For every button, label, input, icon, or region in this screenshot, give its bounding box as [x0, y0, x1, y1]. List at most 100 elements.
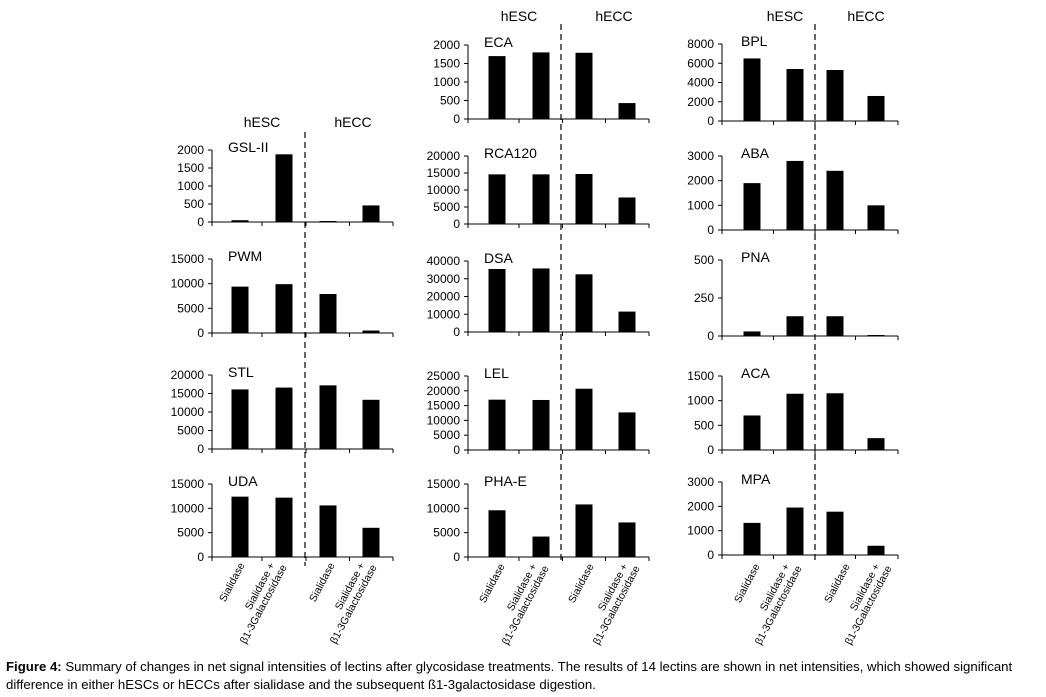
bar: [319, 505, 337, 557]
y-tick-label: 15000: [171, 387, 205, 401]
chart-title: DSA: [484, 250, 513, 266]
y-tick-label: 10000: [171, 277, 205, 291]
chart-title: STL: [228, 364, 254, 380]
bar: [488, 268, 506, 332]
y-tick-label: 0: [707, 443, 714, 457]
chart-title: ACA: [741, 365, 770, 381]
y-tick-label: 0: [707, 223, 714, 237]
bar: [532, 399, 550, 450]
bar: [231, 496, 249, 557]
bar: [575, 274, 593, 332]
chart-panel-pna: 0 250 500 PNA: [694, 249, 899, 343]
group-label-hecc: hECC: [847, 8, 884, 24]
y-tick-label: 0: [707, 329, 714, 343]
group-label-hesc: hESC: [767, 8, 804, 24]
y-tick-label: 500: [694, 418, 714, 432]
bar: [786, 69, 804, 121]
y-tick-label: 15000: [427, 477, 461, 491]
figure-caption: Figure 4: Summary of changes in net sign…: [6, 658, 1042, 694]
y-tick-label: 0: [197, 215, 204, 229]
bar: [867, 205, 885, 230]
y-tick-label: 10000: [171, 501, 205, 515]
chart-panel-dsa: 0 10000 20000 30000 40000 DSA: [427, 250, 650, 339]
chart-title: BPL: [741, 33, 768, 49]
bar: [575, 52, 593, 119]
y-tick-label: 250: [694, 291, 714, 305]
y-tick-label: 1000: [687, 198, 714, 212]
y-tick-label: 10000: [171, 405, 205, 419]
y-tick-label: 20000: [427, 149, 461, 163]
group-label-hecc: hECC: [595, 8, 632, 24]
bar: [618, 197, 636, 224]
chart-title: UDA: [228, 473, 258, 489]
bar: [575, 388, 593, 450]
bar: [532, 52, 550, 119]
bar: [618, 311, 636, 332]
y-tick-label: 15000: [427, 166, 461, 180]
chart-panel-mpa: 0 1000 2000 3000 MPA: [687, 471, 899, 562]
chart-panel-gsl-ii: 0 500 1000 1500 2000 GSL-II: [177, 139, 394, 229]
bar: [275, 387, 293, 449]
y-tick-label: 2000: [687, 499, 714, 513]
y-tick-label: 3000: [687, 475, 714, 489]
bar: [826, 393, 844, 450]
bar: [826, 170, 844, 230]
bar: [488, 174, 506, 224]
bar: [618, 522, 636, 557]
chart-panel-uda: 0 5000 10000 15000 UDA: [171, 473, 394, 564]
y-tick-label: 1500: [433, 57, 460, 71]
group-label-hecc: hECC: [334, 114, 371, 130]
y-tick-label: 0: [197, 550, 204, 564]
y-tick-label: 1500: [687, 369, 714, 383]
bar: [488, 399, 506, 450]
chart-panel-rca120: 0 5000 10000 15000 20000 RCA120: [427, 145, 650, 231]
bar: [231, 389, 249, 449]
y-tick-label: 0: [453, 325, 460, 339]
y-tick-label: 10000: [427, 183, 461, 197]
y-tick-label: 0: [197, 442, 204, 456]
y-tick-label: 1000: [687, 524, 714, 538]
bar: [362, 330, 380, 333]
bar: [532, 536, 550, 557]
bar: [786, 316, 804, 336]
bar: [362, 205, 380, 222]
bar: [275, 284, 293, 333]
y-tick-label: 20000: [427, 384, 461, 398]
chart-panel-pha-e: 0 5000 10000 15000 PHA-E: [427, 473, 650, 564]
bar: [319, 221, 337, 222]
y-tick-label: 5000: [177, 301, 204, 315]
y-tick-label: 10000: [427, 501, 461, 515]
y-tick-label: 2000: [433, 38, 460, 52]
y-tick-label: 2000: [177, 143, 204, 157]
y-tick-label: 3000: [687, 149, 714, 163]
chart-panel-bpl: 0 2000 4000 6000 8000 BPL: [687, 33, 899, 128]
chart-title: GSL-II: [228, 139, 268, 155]
y-tick-label: 10000: [427, 307, 461, 321]
bar: [488, 510, 506, 557]
x-label-sialidase: Sialidase: [822, 562, 853, 605]
y-tick-label: 8000: [687, 37, 714, 51]
y-tick-label: 5000: [177, 526, 204, 540]
y-tick-label: 1000: [687, 394, 714, 408]
bar: [319, 385, 337, 449]
bar: [575, 504, 593, 557]
group-label-hesc: hESC: [244, 114, 281, 130]
bar: [743, 331, 761, 336]
bar: [319, 294, 337, 333]
y-tick-label: 0: [453, 443, 460, 457]
chart-title: MPA: [741, 471, 771, 487]
y-tick-label: 5000: [433, 526, 460, 540]
y-tick-label: 2000: [687, 95, 714, 109]
y-tick-label: 500: [184, 197, 204, 211]
bar: [867, 545, 885, 555]
y-tick-label: 5000: [433, 428, 460, 442]
y-tick-label: 0: [707, 548, 714, 562]
y-tick-label: 0: [453, 550, 460, 564]
y-tick-label: 1000: [177, 179, 204, 193]
bar: [743, 415, 761, 450]
bar: [362, 399, 380, 449]
y-tick-label: 6000: [687, 56, 714, 70]
chart-title: ABA: [741, 145, 770, 161]
